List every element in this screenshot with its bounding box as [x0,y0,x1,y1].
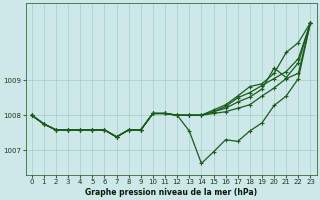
X-axis label: Graphe pression niveau de la mer (hPa): Graphe pression niveau de la mer (hPa) [85,188,257,197]
